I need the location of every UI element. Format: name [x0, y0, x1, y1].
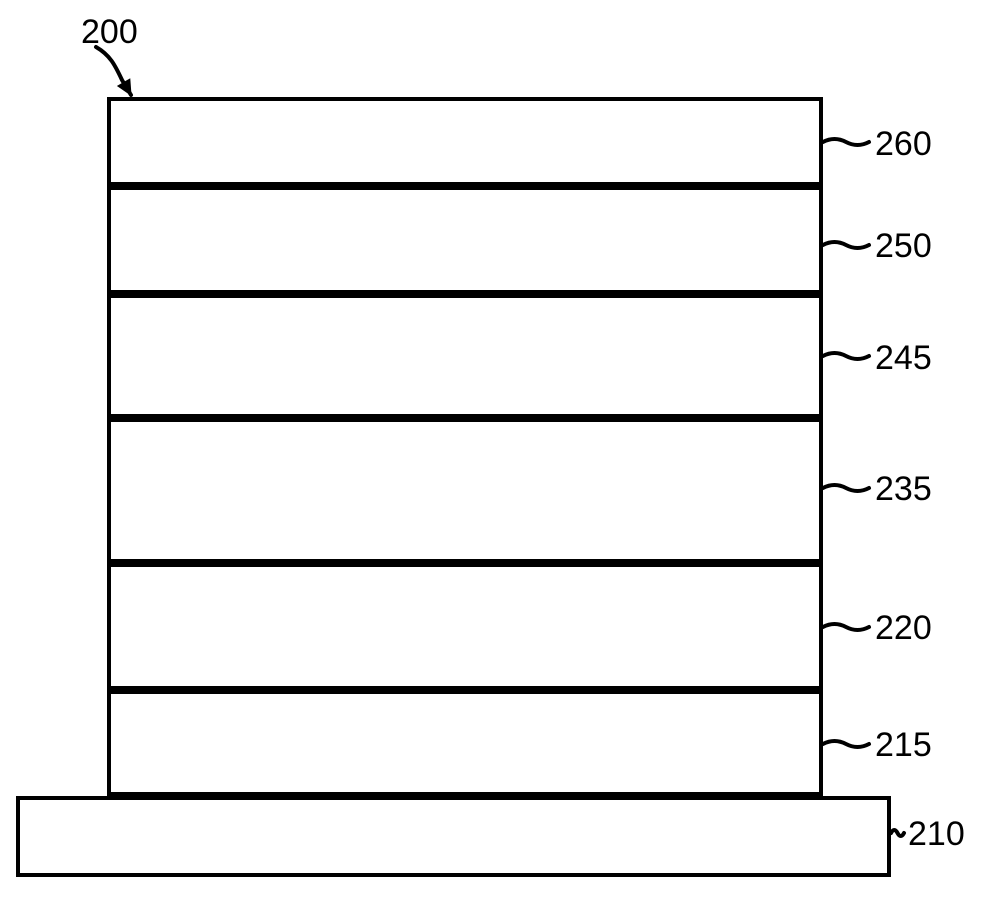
layer-l235 — [107, 418, 823, 563]
diagram-canvas: 200 260 250 245 235 220 215 210 — [0, 0, 1000, 897]
label-245: 245 — [875, 339, 932, 378]
label-220: 220 — [875, 609, 932, 648]
layer-l260 — [107, 97, 823, 186]
label-210: 210 — [908, 815, 965, 854]
label-200: 200 — [81, 13, 138, 52]
layer-l215 — [107, 690, 823, 796]
label-260: 260 — [875, 125, 932, 164]
layer-l250 — [107, 186, 823, 294]
layer-l220 — [107, 563, 823, 690]
label-235: 235 — [875, 470, 932, 509]
layer-base — [16, 796, 891, 877]
layer-l245 — [107, 294, 823, 418]
label-250: 250 — [875, 227, 932, 266]
label-215: 215 — [875, 726, 932, 765]
